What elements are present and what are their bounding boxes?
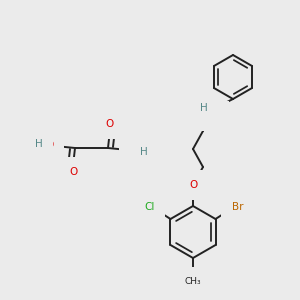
- Text: O: O: [189, 180, 197, 190]
- Text: H: H: [200, 103, 208, 113]
- Text: Br: Br: [232, 202, 243, 212]
- Text: N: N: [211, 111, 219, 121]
- Text: Cl: Cl: [144, 202, 155, 212]
- Text: O: O: [130, 146, 138, 156]
- Text: O: O: [105, 119, 113, 129]
- Text: H: H: [140, 147, 148, 157]
- Text: O: O: [70, 167, 78, 177]
- Text: O: O: [45, 140, 53, 150]
- Text: CH₃: CH₃: [185, 277, 201, 286]
- Text: H: H: [35, 139, 43, 149]
